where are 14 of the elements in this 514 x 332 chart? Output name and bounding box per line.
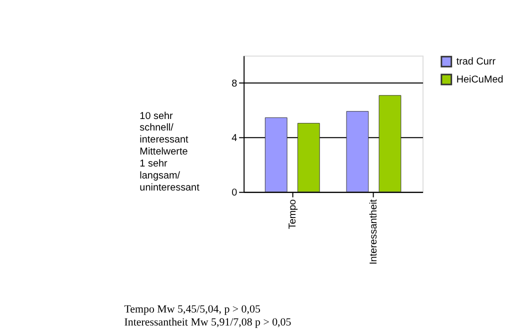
x-tick-label: Tempo [287, 198, 298, 230]
text: Tempo Mw 5,45/5,04, p > 0,05 [124, 304, 261, 316]
bar [378, 95, 402, 192]
text: Interessantheit Mw 5,91/7,08 p > 0,05 [124, 316, 292, 329]
y-axis-title: 10 sehr schnell/ interessant Mittelwerte 1 sehr langsam/ uninteressant [140, 110, 200, 194]
x-tick-label: Interessantheit [368, 199, 380, 264]
legend-label: trad Curr [456, 56, 496, 68]
legend-label: HeiCuMed [456, 74, 504, 86]
y-tick-label: 0 [232, 187, 238, 198]
y-tick-label: 4 [232, 132, 238, 144]
bar [264, 117, 288, 192]
y-tick-label: 8 [232, 78, 238, 90]
bar [297, 122, 320, 192]
bar [346, 111, 369, 192]
